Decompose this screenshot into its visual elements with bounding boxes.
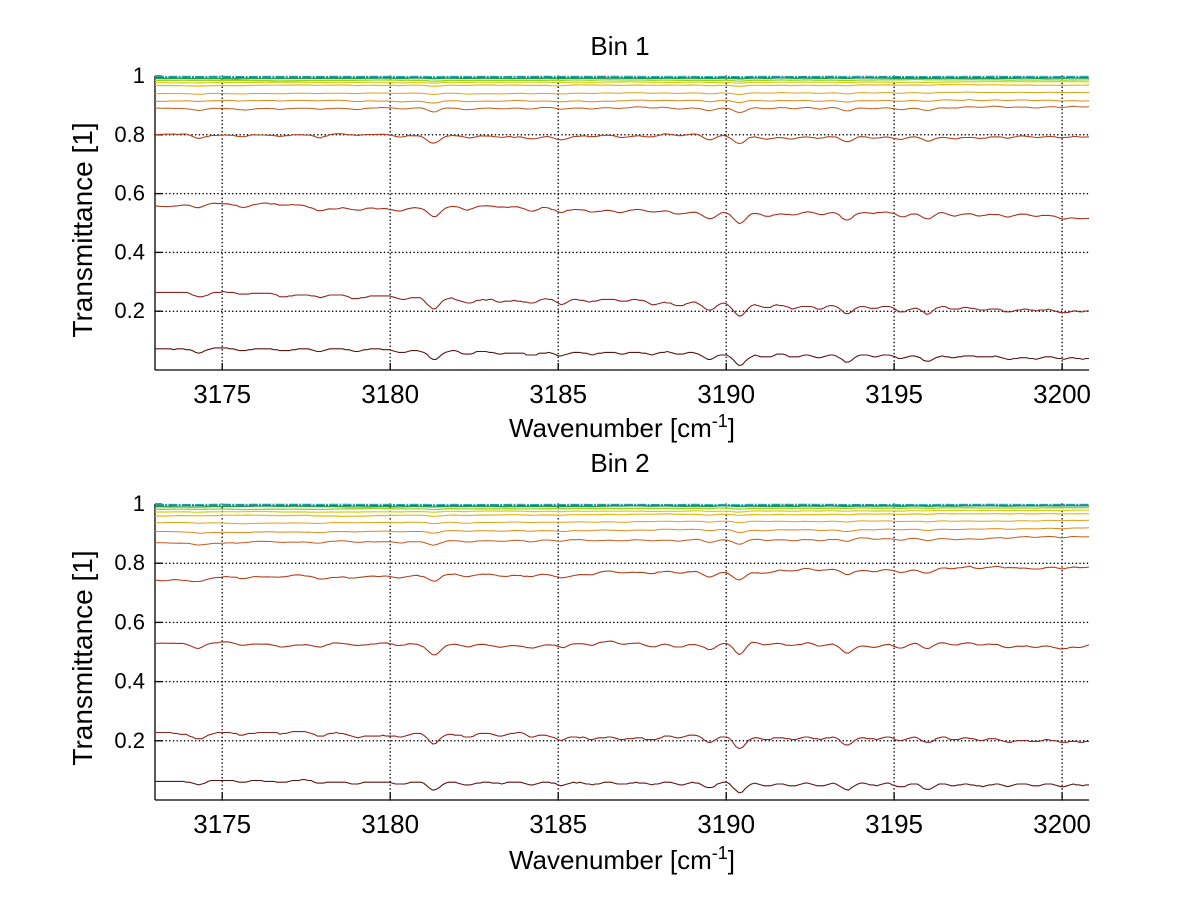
svg-text:Transmittance [1]: Transmittance [1] <box>67 550 98 765</box>
svg-text:3190: 3190 <box>697 809 755 839</box>
svg-text:3195: 3195 <box>865 809 923 839</box>
svg-text:0.2: 0.2 <box>114 298 145 323</box>
svg-text:3200: 3200 <box>1033 809 1091 839</box>
svg-text:0.8: 0.8 <box>114 550 145 575</box>
svg-text:3200: 3200 <box>1033 379 1091 409</box>
svg-text:3190: 3190 <box>697 379 755 409</box>
svg-text:0.6: 0.6 <box>114 609 145 634</box>
svg-text:Wavenumber [cm-1]: Wavenumber [cm-1] <box>509 411 735 443</box>
svg-text:Bin 2: Bin 2 <box>590 448 649 478</box>
svg-text:3175: 3175 <box>193 809 251 839</box>
svg-text:3185: 3185 <box>529 379 587 409</box>
svg-text:3180: 3180 <box>361 379 419 409</box>
svg-text:0.2: 0.2 <box>114 728 145 753</box>
svg-text:3175: 3175 <box>193 379 251 409</box>
svg-text:Bin 1: Bin 1 <box>590 31 649 61</box>
svg-text:1: 1 <box>133 491 145 516</box>
svg-text:0.4: 0.4 <box>114 669 145 694</box>
svg-text:1: 1 <box>133 63 145 88</box>
svg-text:0.8: 0.8 <box>114 122 145 147</box>
svg-text:3195: 3195 <box>865 379 923 409</box>
svg-text:Transmittance [1]: Transmittance [1] <box>67 122 98 337</box>
svg-text:0.6: 0.6 <box>114 181 145 206</box>
svg-text:0.4: 0.4 <box>114 239 145 264</box>
svg-text:Wavenumber [cm-1]: Wavenumber [cm-1] <box>509 843 735 875</box>
svg-text:3185: 3185 <box>529 809 587 839</box>
svg-text:3180: 3180 <box>361 809 419 839</box>
